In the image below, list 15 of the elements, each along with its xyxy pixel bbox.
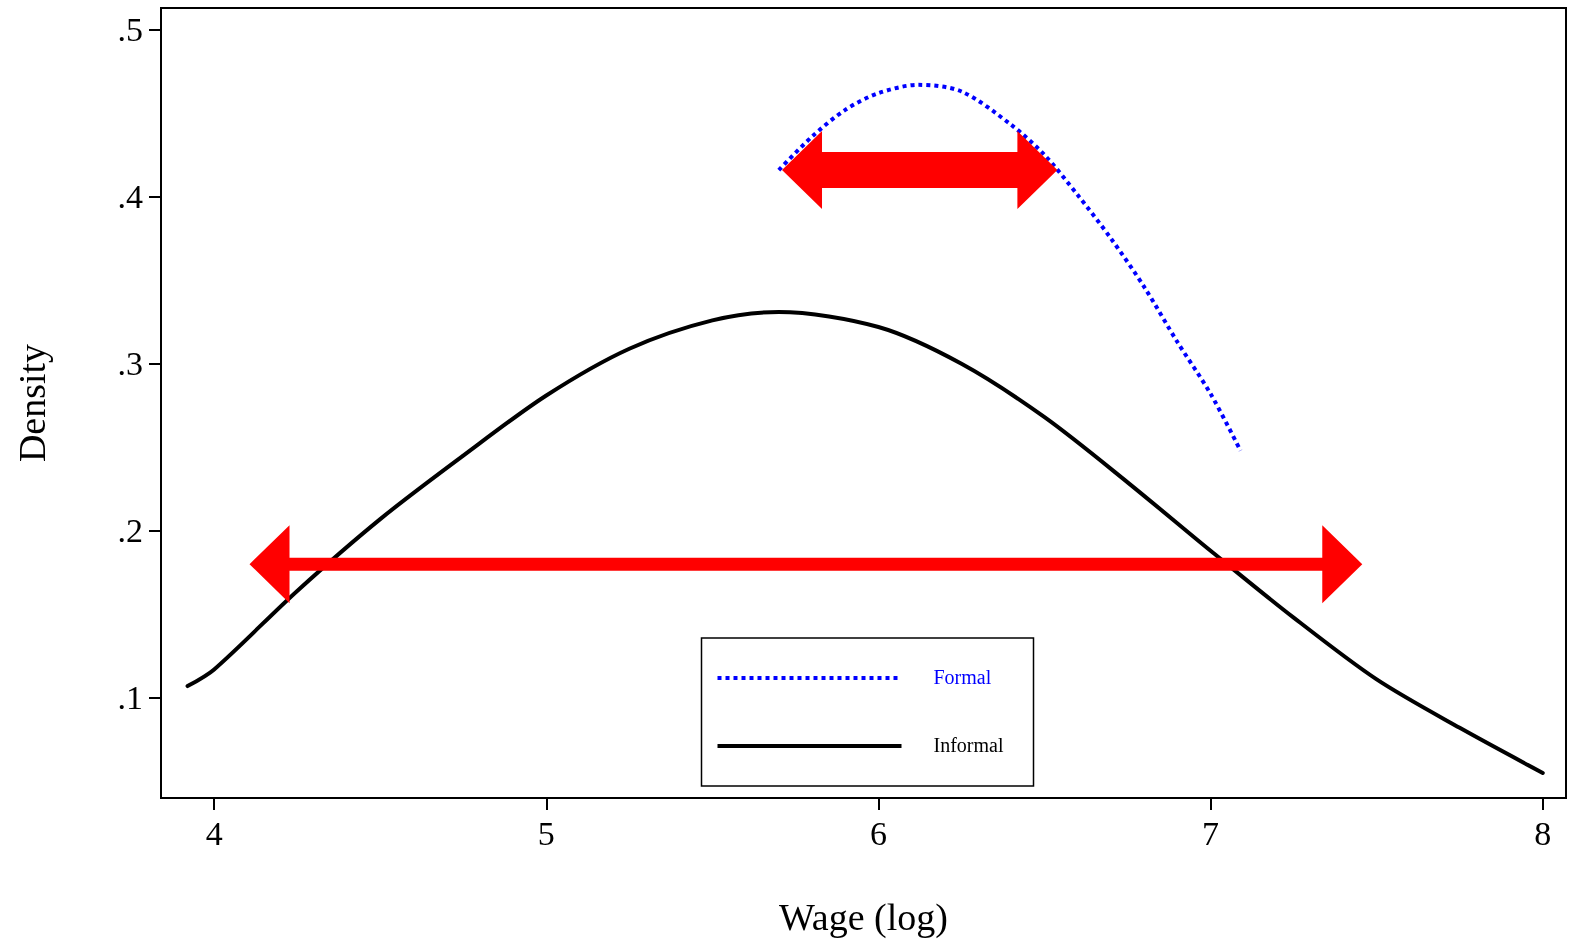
x-tick-label: 8 xyxy=(1534,814,1552,852)
x-axis-title: Wage (log) xyxy=(779,896,948,939)
line-series xyxy=(185,309,1545,775)
x-tick-label: 5 xyxy=(537,814,555,852)
y-tick-label: .3 xyxy=(117,345,143,383)
x-tick-label: 7 xyxy=(1202,814,1220,852)
y-tick-label: .4 xyxy=(117,178,143,216)
x-tick-label: 4 xyxy=(205,814,223,852)
y-axis-title: Density xyxy=(11,343,53,463)
y-tick-label: .5 xyxy=(117,11,143,49)
x-tick-label: 6 xyxy=(869,814,887,852)
legend: Formal Informal xyxy=(700,637,1035,787)
y-tick-label: .1 xyxy=(117,679,143,717)
y-tick-label: .2 xyxy=(117,512,143,550)
line-series xyxy=(776,82,1243,453)
